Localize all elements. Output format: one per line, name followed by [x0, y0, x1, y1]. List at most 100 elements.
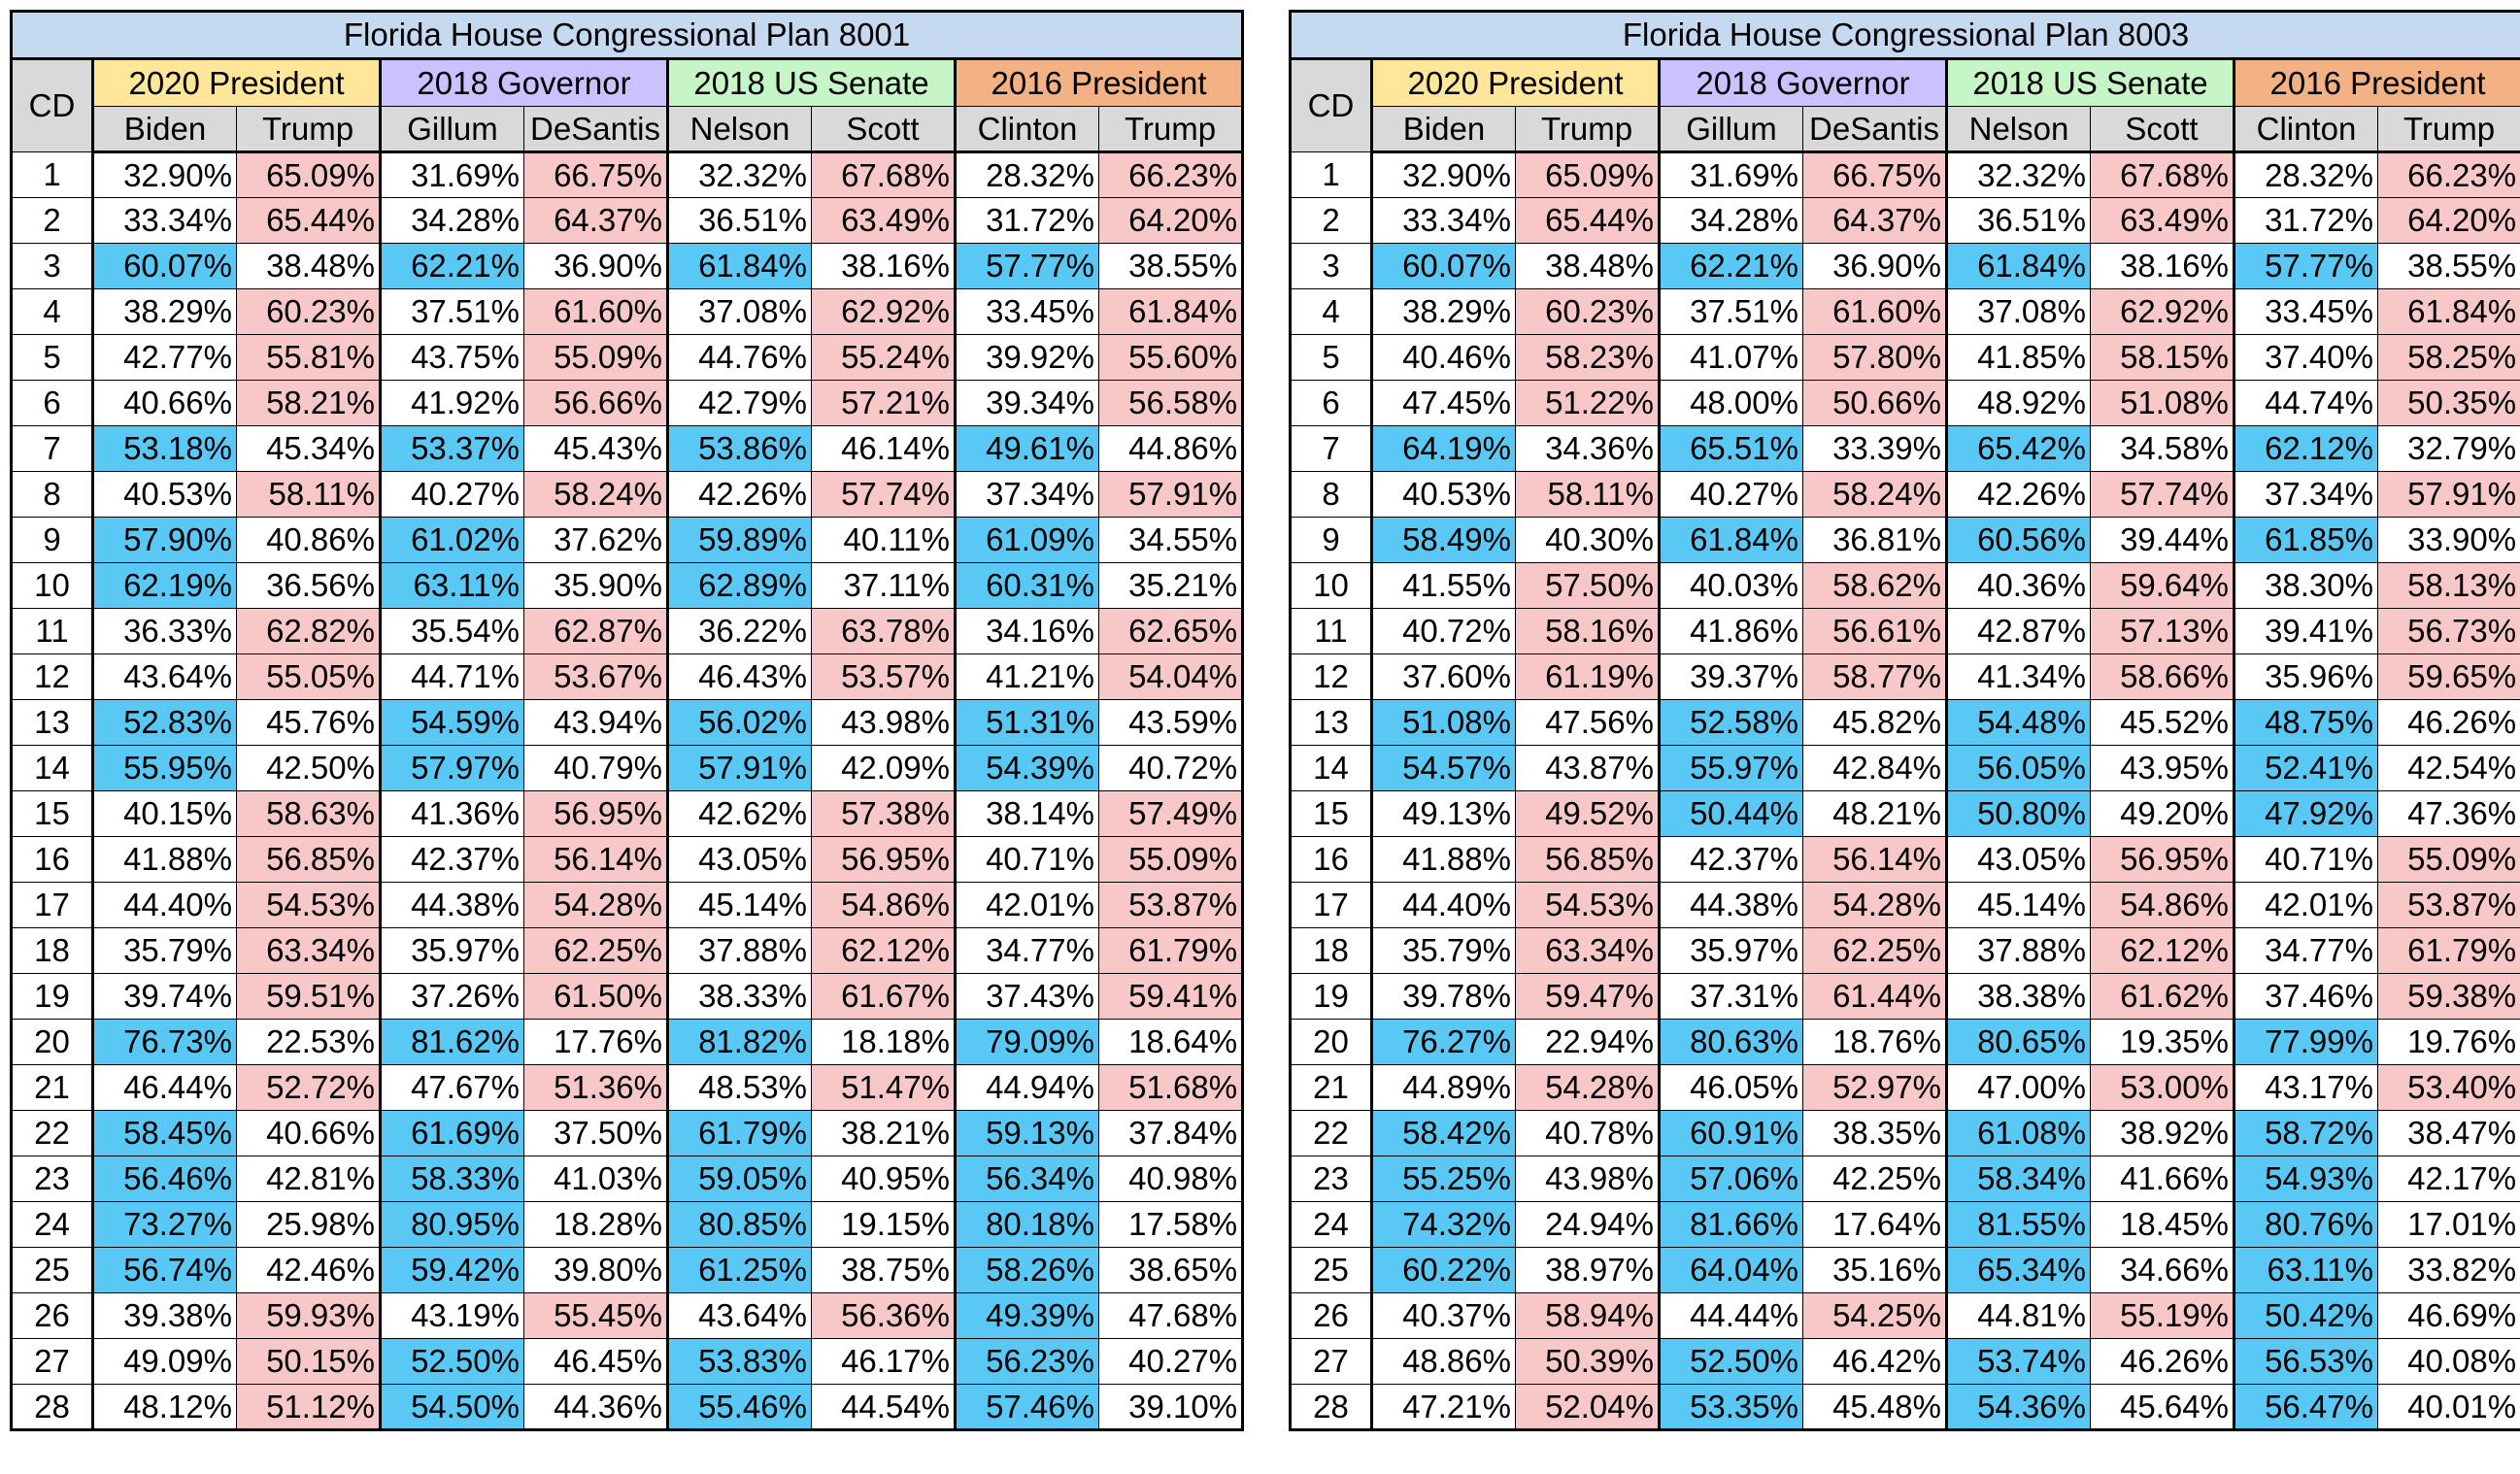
- dem-share-cell: 37.51%: [1659, 288, 1803, 335]
- dem-share-cell: 38.33%: [667, 973, 812, 1020]
- rep-share-cell: 38.21%: [811, 1110, 957, 1156]
- dem-share-cell: 81.62%: [380, 1019, 524, 1065]
- rep-share-cell: 51.22%: [1515, 380, 1661, 426]
- table-row: 4 38.29% 60.23% 37.51% 61.60% 37.08% 62.92% 33.…: [1290, 288, 2520, 335]
- dem-share-cell: 57.91%: [667, 745, 812, 791]
- rep-share-cell: 36.56%: [236, 562, 382, 609]
- table-row: 18 35.79% 63.34% 35.97% 62.25% 37.88% 62.12% 34…: [1290, 927, 2520, 974]
- dem-share-cell: 58.42%: [1371, 1110, 1516, 1156]
- dem-share-cell: 44.71%: [380, 653, 524, 700]
- rep-share-cell: 61.60%: [1802, 288, 1948, 335]
- dem-share-cell: 41.34%: [1946, 653, 2091, 700]
- dem-share-cell: 65.51%: [1659, 425, 1803, 472]
- table-row: 28 48.12% 51.12% 54.50% 44.36% 55.46% 44.54% 57…: [11, 1384, 1245, 1430]
- dem-share-cell: 32.32%: [1946, 151, 2091, 198]
- dem-share-cell: 49.13%: [1371, 790, 1516, 837]
- dem-share-cell: 44.81%: [1946, 1292, 2091, 1339]
- dem-share-cell: 58.26%: [955, 1247, 1099, 1293]
- rep-share-cell: 55.09%: [1097, 836, 1245, 883]
- dem-share-cell: 56.74%: [92, 1247, 237, 1293]
- dem-share-cell: 49.61%: [955, 425, 1099, 472]
- table-row: 2 33.34% 65.44% 34.28% 64.37% 36.51% 63.49% 31.…: [1290, 197, 2520, 244]
- rep-share-cell: 54.86%: [811, 882, 957, 928]
- dem-share-cell: 55.25%: [1371, 1156, 1516, 1202]
- table-row: 8 40.53% 58.11% 40.27% 58.24% 42.26% 57.74% 37.…: [1290, 471, 2520, 518]
- rep-share-cell: 42.54%: [2376, 745, 2520, 791]
- cd-cell: 12: [11, 653, 94, 700]
- rep-share-cell: 58.25%: [2376, 334, 2520, 381]
- dem-share-cell: 80.95%: [380, 1201, 524, 1248]
- table-row: 25 56.74% 42.46% 59.42% 39.80% 61.25% 38.75% 58…: [11, 1247, 1245, 1293]
- dem-share-cell: 62.19%: [92, 562, 237, 609]
- dem-share-cell: 47.21%: [1371, 1384, 1516, 1430]
- table-row: 7 64.19% 34.36% 65.51% 33.39% 65.42% 34.58% 62.…: [1290, 425, 2520, 472]
- cd-cell: 19: [1290, 973, 1373, 1020]
- cd-cell: 18: [1290, 927, 1373, 974]
- rep-share-cell: 58.23%: [1515, 334, 1661, 381]
- dem-share-cell: 43.75%: [380, 334, 524, 381]
- rep-share-cell: 36.81%: [1802, 517, 1948, 563]
- dem-share-cell: 53.35%: [1659, 1384, 1803, 1430]
- rep-share-cell: 43.59%: [1097, 699, 1245, 746]
- dem-share-cell: 34.16%: [955, 608, 1099, 654]
- rep-share-cell: 40.78%: [1515, 1110, 1661, 1156]
- rep-share-cell: 22.94%: [1515, 1019, 1661, 1065]
- dem-share-cell: 38.38%: [1946, 973, 2091, 1020]
- rep-share-cell: 61.84%: [2376, 288, 2520, 335]
- rep-share-cell: 34.36%: [1515, 425, 1661, 472]
- dem-share-cell: 31.69%: [380, 151, 524, 198]
- table-row: 4 38.29% 60.23% 37.51% 61.60% 37.08% 62.92% 33.…: [11, 288, 1245, 335]
- dem-share-cell: 28.32%: [2234, 151, 2378, 198]
- rep-share-cell: 51.68%: [1097, 1064, 1245, 1111]
- rep-share-cell: 60.23%: [236, 288, 382, 335]
- cd-header: CD: [1290, 58, 1373, 152]
- table-row: 16 41.88% 56.85% 42.37% 56.14% 43.05% 56.95% 40…: [1290, 836, 2520, 883]
- dem-share-cell: 34.28%: [380, 197, 524, 244]
- dem-share-cell: 42.26%: [667, 471, 812, 518]
- dem-share-cell: 43.64%: [667, 1292, 812, 1339]
- dem-share-cell: 57.90%: [92, 517, 237, 563]
- candidate-header-dem: Gillum: [380, 106, 524, 153]
- rep-share-cell: 46.17%: [811, 1338, 957, 1385]
- dem-share-cell: 60.07%: [92, 243, 237, 289]
- dem-share-cell: 60.22%: [1371, 1247, 1516, 1293]
- dem-share-cell: 54.50%: [380, 1384, 524, 1430]
- rep-share-cell: 40.11%: [811, 517, 957, 563]
- rep-share-cell: 62.25%: [523, 927, 669, 974]
- table-row: 20 76.73% 22.53% 81.62% 17.76% 81.82% 18.18% 79…: [11, 1019, 1245, 1065]
- rep-share-cell: 45.76%: [236, 699, 382, 746]
- dem-share-cell: 40.72%: [1371, 608, 1516, 654]
- rep-share-cell: 45.52%: [2090, 699, 2235, 746]
- dem-share-cell: 52.50%: [1659, 1338, 1803, 1385]
- cd-cell: 5: [11, 334, 94, 381]
- cd-cell: 7: [1290, 425, 1373, 472]
- dem-share-cell: 40.46%: [1371, 334, 1516, 381]
- table-row: 26 39.38% 59.93% 43.19% 55.45% 43.64% 56.36% 49…: [11, 1292, 1245, 1339]
- rep-share-cell: 61.79%: [2376, 927, 2520, 974]
- cd-cell: 22: [11, 1110, 94, 1156]
- rep-share-cell: 60.23%: [1515, 288, 1661, 335]
- rep-share-cell: 43.94%: [523, 699, 669, 746]
- rep-share-cell: 63.34%: [236, 927, 382, 974]
- dem-share-cell: 60.91%: [1659, 1110, 1803, 1156]
- rep-share-cell: 57.21%: [811, 380, 957, 426]
- table-row: 8 40.53% 58.11% 40.27% 58.24% 42.26% 57.74% 37.…: [11, 471, 1245, 518]
- cd-cell: 28: [11, 1384, 94, 1430]
- rep-share-cell: 54.86%: [2090, 882, 2235, 928]
- rep-share-cell: 48.21%: [1802, 790, 1948, 837]
- dem-share-cell: 76.27%: [1371, 1019, 1516, 1065]
- cd-cell: 25: [1290, 1247, 1373, 1293]
- dem-share-cell: 39.34%: [955, 380, 1099, 426]
- dem-share-cell: 33.45%: [955, 288, 1099, 335]
- candidate-header-rep: Trump: [236, 106, 382, 153]
- rep-share-cell: 33.39%: [1802, 425, 1948, 472]
- dem-share-cell: 40.27%: [380, 471, 524, 518]
- dem-share-cell: 47.92%: [2234, 790, 2378, 837]
- rep-share-cell: 59.41%: [1097, 973, 1245, 1020]
- dem-share-cell: 37.51%: [380, 288, 524, 335]
- rep-share-cell: 62.25%: [1802, 927, 1948, 974]
- rep-share-cell: 52.72%: [236, 1064, 382, 1111]
- dem-share-cell: 33.34%: [92, 197, 237, 244]
- dem-share-cell: 32.32%: [667, 151, 812, 198]
- cd-cell: 23: [1290, 1156, 1373, 1202]
